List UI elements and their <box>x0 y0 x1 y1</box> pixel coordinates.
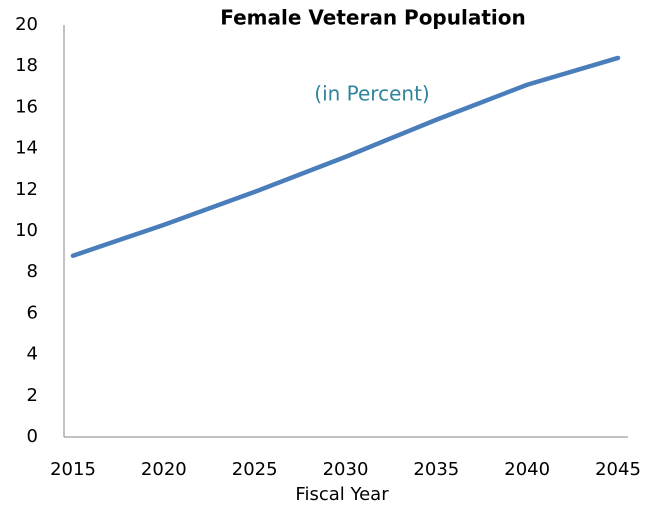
x-tick-label: 2020 <box>141 459 187 480</box>
y-tick-label: 20 <box>15 14 38 35</box>
y-tick-label: 10 <box>15 220 38 241</box>
x-tick-label: 2015 <box>50 459 96 480</box>
y-tick-label: 18 <box>15 55 38 76</box>
x-tick-label: 2045 <box>595 459 641 480</box>
x-tick-label: 2030 <box>323 459 369 480</box>
y-tick-label: 2 <box>27 385 38 406</box>
data-line <box>70 55 621 258</box>
y-tick-label: 16 <box>15 96 38 117</box>
x-tick-label: 2040 <box>504 459 550 480</box>
chart-title: Female Veteran Population <box>220 6 525 30</box>
chart-subtitle: (in Percent) <box>314 82 429 106</box>
y-tick-label: 12 <box>15 179 38 200</box>
y-tick-label: 0 <box>27 426 38 447</box>
y-tick-label: 8 <box>27 261 38 282</box>
y-tick-label: 4 <box>27 344 38 365</box>
x-tick-label: 2035 <box>413 459 459 480</box>
x-axis-label: Fiscal Year <box>295 484 389 505</box>
x-tick-label: 2025 <box>232 459 278 480</box>
y-tick-label: 14 <box>15 138 38 159</box>
y-tick-label: 6 <box>27 302 38 323</box>
